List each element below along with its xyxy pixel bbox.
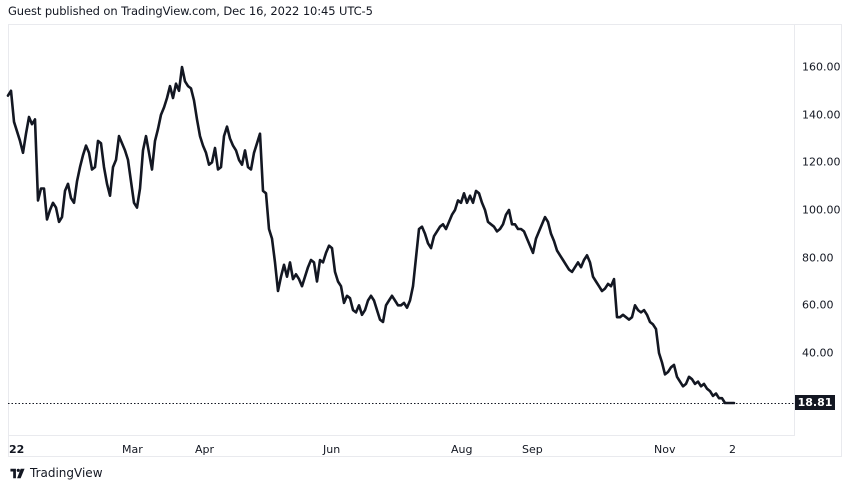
chart-frame [8, 24, 842, 457]
time-axis-tick: Jun [323, 443, 341, 456]
price-axis-tick: 160.00 [802, 60, 841, 74]
price-axis-tick: 60.00 [802, 298, 834, 312]
publish-info: Guest published on TradingView.com, Dec … [8, 4, 373, 18]
price-series-line [6, 65, 736, 405]
time-axis-tick: 22 [9, 443, 25, 456]
price-axis-tick: 80.00 [802, 251, 834, 265]
time-axis-tick: Nov [654, 443, 676, 456]
price-axis-tick: 40.00 [802, 346, 834, 360]
price-axis-tick: 120.00 [802, 155, 841, 169]
time-axis-tick: Mar [122, 443, 143, 456]
time-axis-tick: 2 [729, 443, 736, 456]
price-axis-tick: 140.00 [802, 108, 841, 122]
price-axis-tick: 100.00 [802, 203, 841, 217]
time-axis-tick: Sep [522, 443, 543, 456]
last-price-label: 18.81 [795, 395, 835, 410]
time-axis-tick: Aug [451, 443, 473, 456]
brand-name: TradingView [30, 466, 103, 480]
tradingview-logo-icon [10, 468, 25, 478]
tradingview-branding[interactable]: TradingView [9, 466, 103, 480]
time-axis-tick: Apr [195, 443, 215, 456]
chart-pane[interactable] [8, 24, 795, 436]
